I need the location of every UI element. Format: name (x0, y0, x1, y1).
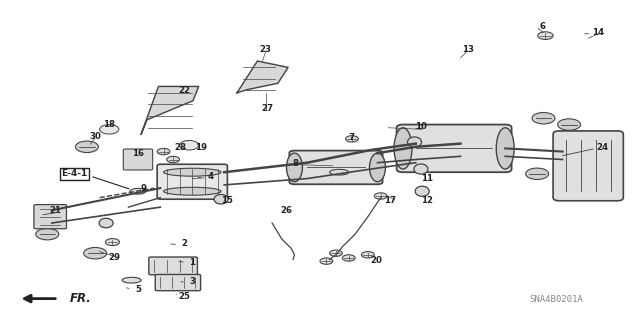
Ellipse shape (214, 195, 228, 204)
FancyBboxPatch shape (149, 257, 197, 275)
Circle shape (330, 250, 342, 256)
Text: SNA4B0201A: SNA4B0201A (529, 295, 583, 304)
Text: 22: 22 (178, 86, 190, 95)
Text: 8: 8 (292, 159, 299, 168)
Ellipse shape (130, 189, 146, 194)
Text: 23: 23 (260, 45, 272, 55)
Polygon shape (237, 61, 288, 93)
Text: E-4-1: E-4-1 (61, 169, 87, 178)
Ellipse shape (330, 169, 349, 175)
FancyBboxPatch shape (156, 274, 200, 291)
Text: 25: 25 (179, 292, 191, 301)
Ellipse shape (496, 128, 514, 169)
Circle shape (374, 193, 387, 199)
Text: 20: 20 (371, 256, 382, 265)
FancyBboxPatch shape (289, 151, 383, 184)
Text: 21: 21 (49, 206, 61, 215)
Ellipse shape (408, 137, 422, 147)
Circle shape (532, 113, 555, 124)
Text: 7: 7 (349, 133, 355, 142)
Ellipse shape (369, 153, 385, 182)
Text: 10: 10 (415, 122, 427, 131)
Text: FR.: FR. (70, 292, 92, 305)
Ellipse shape (287, 153, 303, 182)
Text: 6: 6 (540, 22, 545, 31)
Circle shape (538, 32, 553, 40)
Text: 11: 11 (421, 174, 433, 183)
Circle shape (320, 258, 333, 264)
Circle shape (100, 124, 119, 134)
Circle shape (362, 252, 374, 258)
Circle shape (342, 255, 355, 261)
Polygon shape (141, 86, 198, 134)
Circle shape (525, 168, 548, 180)
Circle shape (157, 148, 170, 155)
Ellipse shape (394, 128, 412, 169)
FancyBboxPatch shape (124, 149, 153, 170)
Text: 18: 18 (103, 120, 115, 129)
Text: 5: 5 (135, 285, 141, 293)
Text: 4: 4 (207, 173, 213, 182)
Circle shape (167, 156, 179, 163)
Circle shape (84, 248, 107, 259)
Circle shape (557, 119, 580, 130)
Ellipse shape (122, 277, 141, 283)
Text: 12: 12 (421, 196, 433, 205)
Text: 16: 16 (132, 149, 144, 158)
Circle shape (76, 141, 99, 152)
Text: 9: 9 (141, 184, 147, 193)
Text: 13: 13 (462, 45, 474, 55)
Circle shape (346, 136, 358, 142)
Ellipse shape (164, 168, 221, 176)
Ellipse shape (415, 186, 429, 196)
Text: 1: 1 (189, 258, 195, 267)
Ellipse shape (164, 187, 221, 195)
FancyBboxPatch shape (157, 164, 227, 199)
Circle shape (106, 239, 120, 246)
Ellipse shape (414, 164, 428, 174)
Text: 3: 3 (189, 277, 195, 286)
Text: 29: 29 (108, 253, 120, 262)
Text: 17: 17 (384, 196, 396, 205)
FancyBboxPatch shape (553, 131, 623, 201)
Text: 19: 19 (195, 143, 207, 152)
Circle shape (36, 228, 59, 240)
FancyBboxPatch shape (397, 124, 511, 172)
Text: 24: 24 (596, 143, 609, 152)
Text: 27: 27 (262, 104, 274, 113)
Text: 15: 15 (221, 196, 234, 205)
Text: 30: 30 (89, 132, 101, 141)
Ellipse shape (99, 218, 113, 228)
Text: 2: 2 (182, 239, 188, 248)
Text: 14: 14 (592, 28, 604, 37)
FancyBboxPatch shape (34, 204, 67, 229)
Circle shape (179, 140, 198, 150)
Text: 28: 28 (175, 143, 187, 152)
Text: 26: 26 (280, 206, 292, 215)
